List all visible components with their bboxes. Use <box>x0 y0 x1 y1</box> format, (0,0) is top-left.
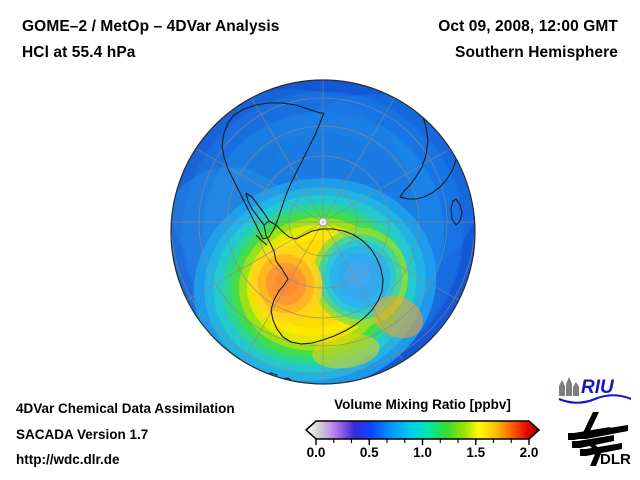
colorbar-tick-2: 1.0 <box>413 445 432 460</box>
dlr-wordmark: DLR <box>600 451 631 467</box>
globe-data-layer <box>171 80 475 384</box>
colorbar: Volume Mixing Ratio [ppbv] 0.0 0.5 1.0 1.5 2… <box>305 397 540 469</box>
footer-line-assimilation: 4DVar Chemical Data Assimilation <box>16 401 235 416</box>
riu-wave-icon <box>558 394 632 404</box>
riu-wordmark: RIU <box>581 377 615 398</box>
colorbar-tick-labels: 0.0 0.5 1.0 1.5 2.0 <box>305 445 540 467</box>
species-level-subtitle: HCl at 55.4 hPa <box>22 44 136 61</box>
footer-line-version: SACADA Version 1.7 <box>16 427 149 442</box>
hemisphere-label: Southern Hemisphere <box>455 44 618 61</box>
colorbar-tick-4: 2.0 <box>519 445 539 460</box>
globe-map <box>170 79 476 385</box>
colorbar-tick-3: 1.5 <box>466 445 486 460</box>
timestamp-label: Oct 09, 2008, 12:00 GMT <box>438 18 618 35</box>
page-title: GOME–2 / MetOp – 4DVar Analysis <box>22 18 280 35</box>
colorbar-tick-1: 0.5 <box>359 445 379 460</box>
colorbar-tick-0: 0.0 <box>306 445 326 460</box>
graticule <box>171 80 475 382</box>
dlr-mark-icon <box>568 412 628 466</box>
riu-bars-icon <box>559 377 579 396</box>
riu-logo: RIU <box>557 374 633 404</box>
globe-limb <box>170 79 476 385</box>
colorbar-title: Volume Mixing Ratio [ppbv] <box>334 397 511 412</box>
coastlines <box>221 100 463 384</box>
collar-maximum <box>249 245 323 323</box>
colorbar-ramp <box>305 420 540 445</box>
south-pole-marker <box>318 217 328 227</box>
footer-link-wdc[interactable]: http://wdc.dlr.de <box>16 452 120 467</box>
dlr-logo: DLR <box>566 411 634 467</box>
